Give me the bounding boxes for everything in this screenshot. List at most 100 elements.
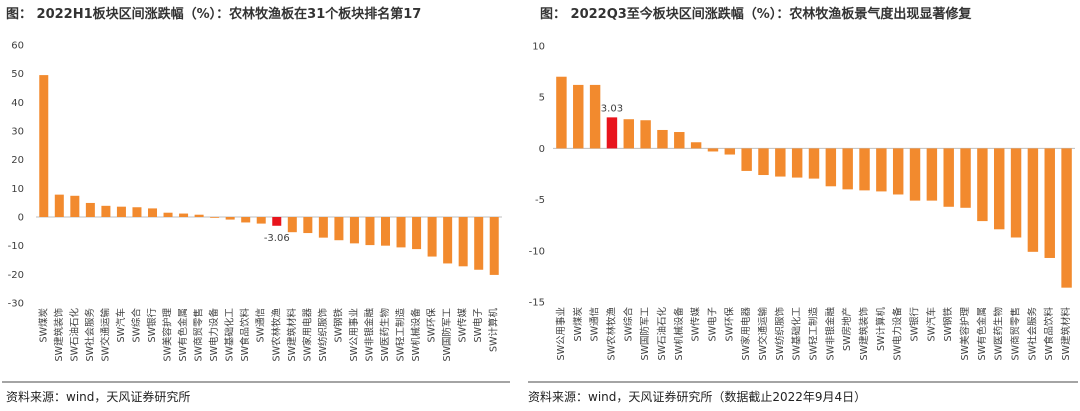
left-category-label: SW美容护理 <box>162 308 174 362</box>
right-highlight-data-label: 3.03 <box>601 103 623 114</box>
right-category-label: SW石油石化 <box>656 307 668 361</box>
left-bar <box>194 214 204 217</box>
left-bar <box>101 205 111 217</box>
left-highlight-data-label: -3.06 <box>264 233 290 244</box>
right-bar <box>589 84 601 149</box>
left-category-label: SW家用电器 <box>301 308 313 362</box>
left-bar <box>179 213 189 217</box>
left-ytick-label: -10 <box>8 241 24 252</box>
left-category-label: SW纺织服饰 <box>317 308 329 361</box>
right-chart-title: 图： 2022Q3至今板块区间涨跌幅（%）：农林牧渔板景气度出现显著修复 <box>540 6 972 22</box>
left-category-label: SW建筑材料 <box>286 308 298 362</box>
left-bar <box>489 217 499 275</box>
right-category-label: SW家用电器 <box>740 307 752 361</box>
right-ytick-label: 5 <box>539 93 545 104</box>
left-ytick-label: 10 <box>11 184 24 195</box>
right-chart: 10 5 0 -5 -10 -15 SW公用事业 SW煤炭 SW通信 3.03 SW农林牧渔 SW综合… <box>529 42 1075 361</box>
left-category-label: SW银行 <box>146 308 158 343</box>
right-bar <box>775 148 786 177</box>
left-category-label: SW公用事业 <box>348 308 360 361</box>
right-ytick-label: 0 <box>539 144 545 155</box>
left-bar <box>148 208 158 217</box>
right-category-label: SW计算机 <box>875 307 887 351</box>
left-bar <box>334 217 344 241</box>
right-category-label: SW银行 <box>909 307 921 342</box>
right-bar <box>724 148 736 155</box>
right-bar <box>926 148 938 201</box>
right-category-label: SW非银金融 <box>824 307 836 361</box>
left-bar <box>287 217 297 233</box>
right-bar <box>741 148 752 171</box>
right-category-label: SW纺织服饰 <box>774 307 786 360</box>
left-category-label: SW有色金属 <box>177 308 189 361</box>
left-bar <box>272 217 282 226</box>
left-bar <box>365 217 375 246</box>
right-category-label: SW建筑装饰 <box>858 307 870 360</box>
left-chart-title: 图： 2022H1板块区间涨跌幅（%）：农林牧渔板在31个板块排名第17 <box>6 6 421 22</box>
right-category-label: SW公用事业 <box>555 307 567 360</box>
right-category-label: SW机械设备 <box>673 307 685 361</box>
left-category-label: SW社会服务 <box>84 308 96 362</box>
left-category-label: SW农林牧渔 <box>270 308 282 362</box>
right-bar <box>556 76 567 149</box>
left-bar <box>116 206 126 217</box>
left-bar <box>54 194 64 217</box>
left-bar <box>241 217 251 223</box>
right-category-label: SW电力设备 <box>892 307 904 361</box>
left-bar <box>318 217 328 238</box>
left-category-label: SW电子 <box>472 308 484 343</box>
right-category-label: SW商贸零售 <box>1010 307 1022 360</box>
left-category-label: SW钢铁 <box>332 308 344 343</box>
right-category-label: SW交通运输 <box>757 307 769 361</box>
right-bar <box>623 119 634 149</box>
right-bar <box>876 148 887 192</box>
right-source-note: 资料来源：wind，天风证券研究所（数据截止2022年9月4日） <box>528 389 866 404</box>
right-category-label: SW环保 <box>723 307 735 342</box>
right-category-label: SW煤炭 <box>572 307 584 342</box>
right-category-label: SW电子 <box>706 307 718 342</box>
left-bar <box>39 75 49 217</box>
right-bar <box>1061 148 1072 288</box>
right-bar <box>640 120 651 149</box>
right-category-label: SW食品饮料 <box>1043 307 1055 361</box>
left-bar <box>474 217 484 270</box>
left-ytick-label: -20 <box>8 270 24 281</box>
right-ytick-label: 10 <box>532 42 545 53</box>
left-category-label: SW传媒 <box>457 308 469 343</box>
left-source-note: 资料来源：wind，天风证券研究所 <box>6 389 190 404</box>
left-ytick-label: 20 <box>11 155 24 166</box>
right-bar <box>960 148 971 208</box>
right-bar <box>994 148 1005 230</box>
right-bar <box>791 148 803 178</box>
left-category-label: SW国防军工 <box>441 308 453 362</box>
left-category-label: SW基础化工 <box>224 308 236 362</box>
left-bar <box>210 217 220 218</box>
left-category-label: SW计算机 <box>488 308 500 352</box>
right-bar <box>657 129 668 149</box>
left-bar <box>412 217 422 250</box>
left-category-label: SW机械设备 <box>410 308 422 362</box>
right-category-label: SW综合 <box>622 307 634 342</box>
right-bar <box>707 148 719 152</box>
right-category-label: SW通信 <box>589 307 601 341</box>
left-category-label: SW石油石化 <box>68 308 80 362</box>
right-category-label: SW汽车 <box>925 307 937 341</box>
left-category-label: SW轻工制造 <box>395 308 407 362</box>
left-category-label: SW电力设备 <box>208 308 220 362</box>
left-ytick-label: -30 <box>8 299 24 310</box>
left-category-label: SW食品饮料 <box>239 308 251 362</box>
right-bar <box>1027 148 1039 252</box>
right-category-label: SW传媒 <box>690 307 702 342</box>
left-bar <box>256 217 266 224</box>
left-bar <box>349 217 359 244</box>
left-bar <box>381 217 391 246</box>
right-category-label: SW钢铁 <box>942 307 954 342</box>
right-ytick-label: -15 <box>529 298 545 309</box>
left-category-label: SW煤炭 <box>37 308 49 343</box>
left-category-label: SW汽车 <box>115 308 127 342</box>
left-bar <box>85 202 95 217</box>
right-bar <box>1044 148 1055 258</box>
right-bar <box>573 84 584 149</box>
